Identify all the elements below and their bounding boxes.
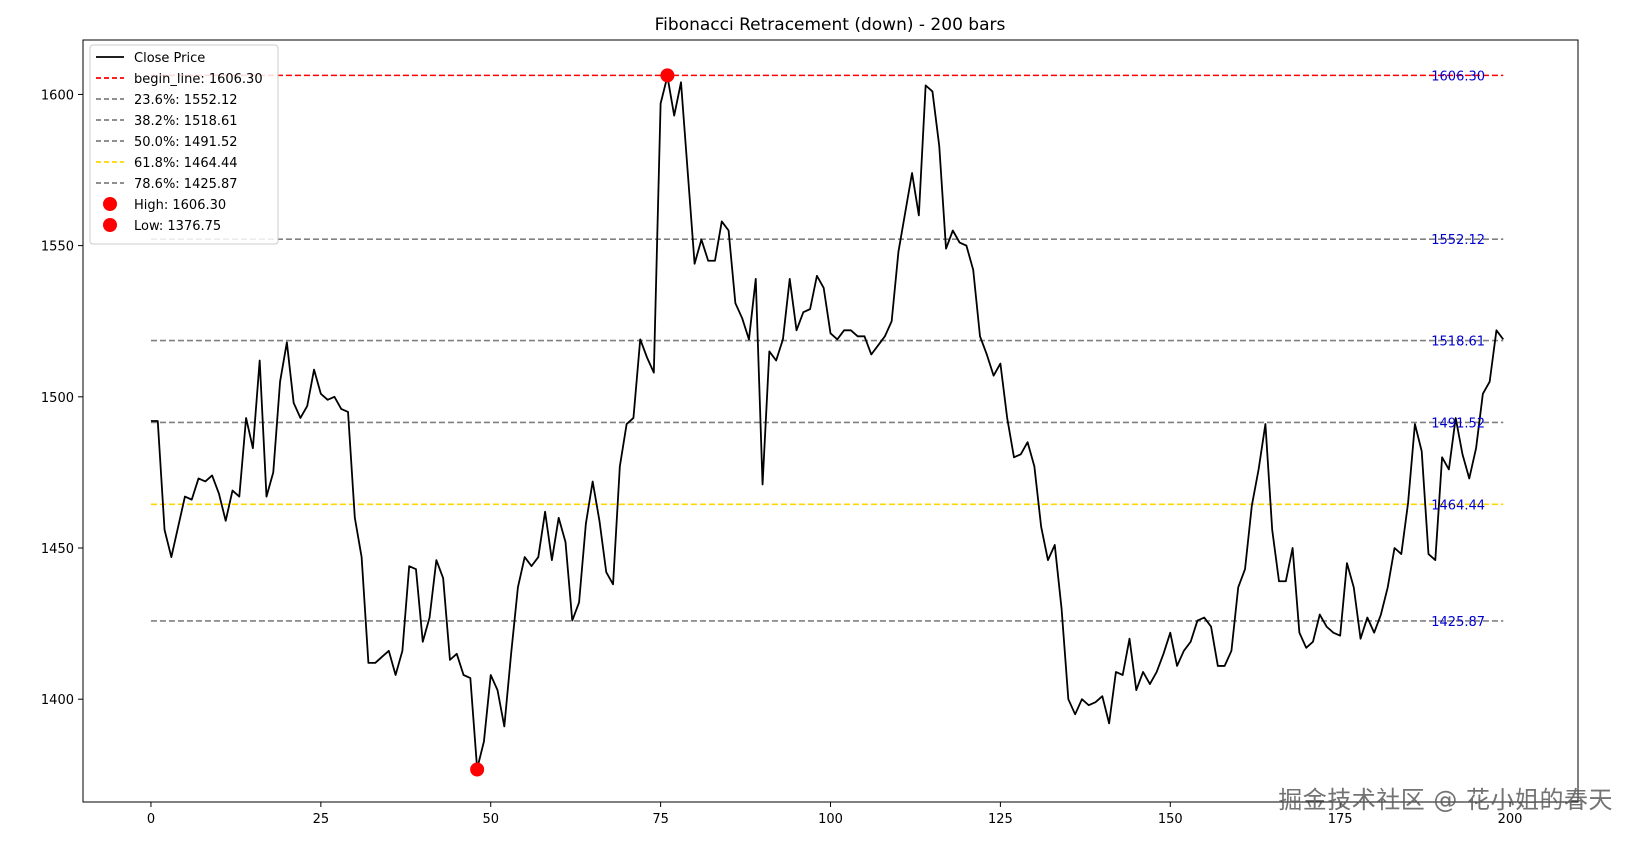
level-label-3: 1491.52 <box>1431 416 1485 431</box>
high-point <box>660 68 675 83</box>
fibonacci-levels <box>150 74 1504 622</box>
chart-title: Fibonacci Retracement (down) - 200 bars <box>655 15 1006 35</box>
legend-label-0: Close Price <box>134 51 205 66</box>
level-label-0: 1606.30 <box>1431 69 1485 84</box>
legend-swatch-8 <box>103 218 117 232</box>
y-axis: 1400 1450 1500 1550 1600 <box>41 88 83 708</box>
x-tick-label-0: 0 <box>147 812 155 827</box>
legend-label-2: 23.6%: 1552.12 <box>134 93 238 108</box>
low-point <box>470 762 485 777</box>
y-tick-label-0: 1400 <box>41 693 74 708</box>
level-label-4: 1464.44 <box>1431 498 1485 513</box>
y-tick-label-3: 1550 <box>41 240 74 255</box>
legend-label-1: begin_line: 1606.30 <box>134 72 263 87</box>
y-tick-label-1: 1450 <box>41 542 74 557</box>
plot-frame <box>82 39 1579 803</box>
x-tick-label-6: 150 <box>1158 812 1183 827</box>
legend-label-4: 50.0%: 1491.52 <box>134 135 238 150</box>
legend-label-7: High: 1606.30 <box>134 198 226 213</box>
y-tick-label-4: 1600 <box>41 88 74 103</box>
x-tick-label-2: 50 <box>482 812 499 827</box>
x-tick-label-1: 25 <box>313 812 330 827</box>
level-label-1: 1552.12 <box>1431 233 1485 248</box>
legend-label-6: 78.6%: 1425.87 <box>134 177 238 192</box>
legend-swatch-7 <box>103 197 117 211</box>
close-price-line <box>150 75 1504 770</box>
price-series <box>150 75 1504 770</box>
legend-box <box>89 44 279 245</box>
level-labels: 1606.30 1552.12 1518.61 1491.52 1464.44 1425.… <box>1431 69 1485 630</box>
legend: Close Price begin_line: 1606.30 23.6%: 155… <box>89 44 279 245</box>
watermark: 掘金技术社区 @ 花小姐的春天 <box>1278 786 1613 814</box>
extreme-points <box>470 68 675 777</box>
legend-label-8: Low: 1376.75 <box>134 219 221 234</box>
y-tick-label-2: 1500 <box>41 391 74 406</box>
x-tick-label-7: 175 <box>1328 812 1353 827</box>
x-tick-label-5: 125 <box>988 812 1013 827</box>
x-axis: 0 25 50 75 100 125 150 175 200 <box>147 802 1523 827</box>
x-tick-label-3: 75 <box>652 812 669 827</box>
level-label-2: 1518.61 <box>1431 335 1485 350</box>
x-tick-label-4: 100 <box>818 812 843 827</box>
legend-label-3: 38.2%: 1518.61 <box>134 114 238 129</box>
x-tick-label-8: 200 <box>1498 812 1523 827</box>
legend-label-5: 61.8%: 1464.44 <box>134 156 238 171</box>
level-label-5: 1425.87 <box>1431 615 1485 630</box>
